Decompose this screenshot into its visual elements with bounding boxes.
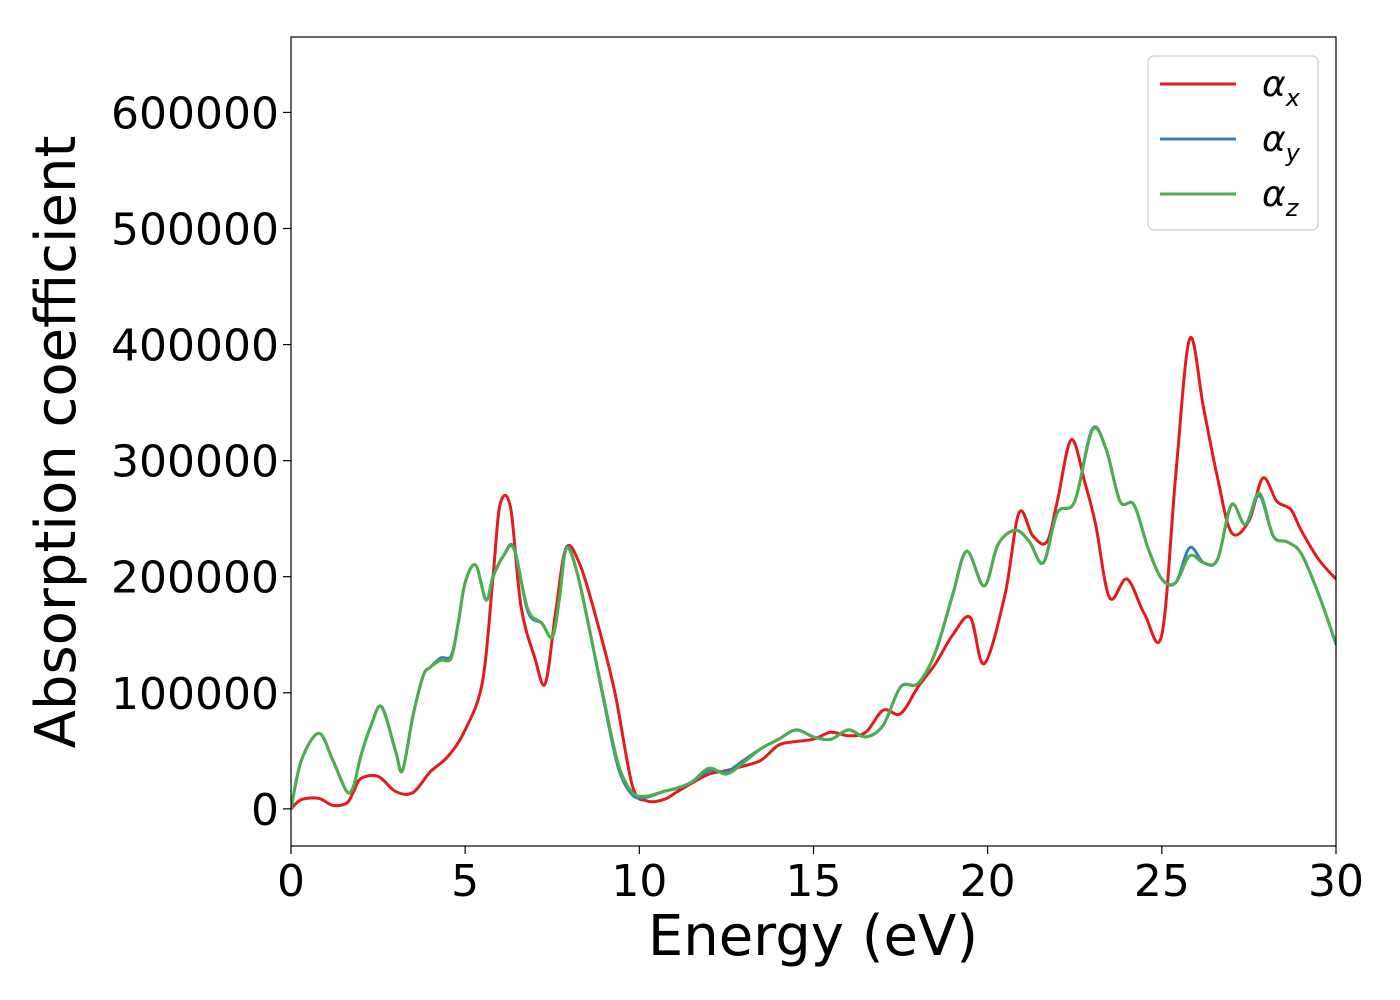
y-tick-label: 400000	[111, 321, 279, 372]
x-tick-label: 0	[277, 856, 305, 907]
series-line-alpha-z	[291, 426, 1336, 811]
legend-symbol: α	[1262, 64, 1286, 105]
y-tick-label: 200000	[111, 553, 279, 604]
x-tick-label: 20	[960, 856, 1016, 907]
legend-subscript: y	[1285, 139, 1301, 167]
legend-label-alpha-x: αx	[1262, 64, 1301, 112]
x-tick-label: 25	[1134, 856, 1190, 907]
legend-subscript: z	[1285, 194, 1300, 222]
legend-symbol: α	[1262, 119, 1286, 160]
legend-frame	[1147, 55, 1319, 231]
x-axis-label: Energy (eV)	[648, 904, 978, 969]
y-axis-label: Absorption coefficient	[24, 136, 89, 749]
y-tick-label: 600000	[111, 88, 279, 139]
y-tick-label: 0	[251, 785, 279, 836]
y-axis: 0 100000 200000 300000 400000 500000 600000	[111, 88, 291, 836]
series-layer	[291, 335, 1336, 811]
x-tick-label: 30	[1308, 856, 1364, 907]
y-tick-label: 100000	[111, 669, 279, 720]
x-axis: 0 5 10 15 20 25 30	[277, 846, 1364, 907]
x-tick-label: 5	[451, 856, 479, 907]
y-tick-label: 300000	[111, 437, 279, 488]
x-tick-label: 10	[611, 856, 667, 907]
series-line-alpha-x	[291, 335, 1336, 811]
legend-symbol: α	[1262, 174, 1286, 215]
legend-label-alpha-y: αy	[1262, 119, 1301, 167]
y-tick-label: 500000	[111, 205, 279, 256]
legend-subscript: x	[1285, 84, 1301, 112]
x-tick-label: 15	[786, 856, 842, 907]
legend-label-alpha-z: αz	[1262, 174, 1300, 222]
